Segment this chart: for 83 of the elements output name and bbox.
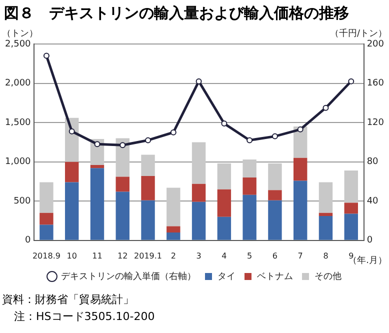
y2-tick-label: 0 xyxy=(366,236,373,246)
point xyxy=(170,129,176,136)
y-tick-label: 1,000 xyxy=(5,157,32,168)
y2-axis-title: （千円/トン） xyxy=(330,28,387,39)
x-tick-label: 6 xyxy=(272,251,278,260)
x-tick-label: 7 xyxy=(298,251,303,260)
y2-tick-label: 80 xyxy=(366,157,379,168)
y-tick-label: 0 xyxy=(25,236,32,246)
point xyxy=(68,128,75,134)
y2-tick-label: 120 xyxy=(366,118,384,128)
bar xyxy=(116,176,130,192)
point xyxy=(94,141,100,148)
bar xyxy=(318,212,333,216)
x-tick-label: 12 xyxy=(118,251,128,260)
bar xyxy=(166,232,180,240)
bar xyxy=(268,200,282,240)
bar xyxy=(268,163,282,190)
y2-tick-label: 40 xyxy=(366,196,379,206)
bar xyxy=(293,158,308,181)
x-tick-label: 8 xyxy=(323,251,328,260)
bar xyxy=(318,182,333,213)
text: 注：HSコード3505.10-200 xyxy=(13,309,156,325)
bar xyxy=(242,159,256,178)
chart-title: 図８ デキストリンの輸入量および輸入価格の推移 xyxy=(3,3,350,24)
bar xyxy=(242,194,256,240)
bar xyxy=(40,212,54,225)
bar xyxy=(116,138,130,177)
y2-tick-label: 200 xyxy=(366,39,384,50)
bar xyxy=(344,202,358,214)
bar xyxy=(268,190,282,200)
bar xyxy=(40,182,54,213)
point xyxy=(297,126,304,132)
bar xyxy=(293,180,308,240)
bar xyxy=(318,216,333,240)
y2-tick-label: 160 xyxy=(366,78,384,89)
legend-label: タイ xyxy=(218,272,236,282)
bar xyxy=(192,142,206,184)
bar xyxy=(344,214,358,240)
bar xyxy=(141,176,155,200)
point xyxy=(322,104,329,111)
bar xyxy=(40,224,54,240)
x-tick-label: 10 xyxy=(66,251,77,260)
point xyxy=(196,78,202,84)
point xyxy=(348,78,354,84)
x-tick-label: 2018.9 xyxy=(32,251,60,260)
point xyxy=(272,133,278,140)
legend-label: デキストリンの輸入単価（右軸） xyxy=(61,270,196,282)
legend-label: その他 xyxy=(314,270,342,282)
legend-label: ベトナム xyxy=(257,272,293,282)
bar xyxy=(90,164,104,168)
bar xyxy=(217,189,232,217)
bar xyxy=(64,182,79,240)
y-tick-label: 2,500 xyxy=(5,39,32,50)
bar xyxy=(116,192,130,240)
bar xyxy=(166,226,180,233)
x-tick-label: 5 xyxy=(247,251,252,260)
x-tick-label: 2 xyxy=(170,251,176,260)
y-tick-label: 2,000 xyxy=(5,78,32,89)
point xyxy=(43,52,50,59)
bar xyxy=(217,216,232,240)
bar xyxy=(192,202,206,240)
y-tick-label: 1,500 xyxy=(5,118,32,128)
point xyxy=(145,137,152,144)
bar xyxy=(141,200,155,240)
x-tick-label: 3 xyxy=(196,251,202,260)
x-tick-label: 2019.1 xyxy=(134,251,162,260)
x-tick-label: 4 xyxy=(222,251,227,260)
bar xyxy=(141,154,155,176)
bar xyxy=(192,184,206,202)
point xyxy=(246,137,253,144)
point xyxy=(221,120,228,127)
y-axis-title: （トン） xyxy=(2,28,38,39)
bar xyxy=(217,163,232,190)
point xyxy=(120,142,126,148)
y-tick-label: 500 xyxy=(14,196,32,206)
bar xyxy=(64,162,79,182)
bar xyxy=(90,168,104,240)
text: 資料：財務省「貿易統計」 xyxy=(2,292,135,308)
x-tick-label: 11 xyxy=(92,251,102,260)
bar xyxy=(166,188,180,226)
bar xyxy=(344,170,358,203)
bar xyxy=(242,178,256,195)
x-tick-label: 9 xyxy=(348,251,354,260)
